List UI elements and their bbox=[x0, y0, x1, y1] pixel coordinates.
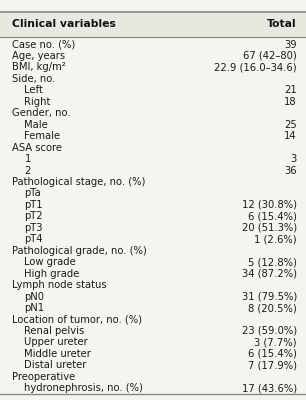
Text: 17 (43.6%): 17 (43.6%) bbox=[242, 383, 297, 393]
Text: 8 (20.5%): 8 (20.5%) bbox=[248, 303, 297, 313]
Text: 1: 1 bbox=[24, 154, 31, 164]
Text: Clinical variables: Clinical variables bbox=[12, 20, 116, 30]
Text: Left: Left bbox=[24, 85, 43, 95]
Text: Pathological stage, no. (%): Pathological stage, no. (%) bbox=[12, 177, 146, 187]
Text: Renal pelvis: Renal pelvis bbox=[24, 326, 85, 336]
Text: 31 (79.5%): 31 (79.5%) bbox=[241, 292, 297, 302]
Text: 22.9 (16.0–34.6): 22.9 (16.0–34.6) bbox=[214, 62, 297, 72]
Text: Preoperative: Preoperative bbox=[12, 372, 76, 382]
Text: Female: Female bbox=[24, 131, 61, 141]
Text: hydronephrosis, no. (%): hydronephrosis, no. (%) bbox=[24, 383, 143, 393]
Text: pT3: pT3 bbox=[24, 223, 43, 233]
Text: Case no. (%): Case no. (%) bbox=[12, 40, 76, 50]
Text: 25: 25 bbox=[284, 120, 297, 130]
Text: ASA score: ASA score bbox=[12, 143, 62, 153]
Text: 21: 21 bbox=[284, 85, 297, 95]
Text: Low grade: Low grade bbox=[24, 257, 76, 267]
Text: 6 (15.4%): 6 (15.4%) bbox=[248, 349, 297, 359]
Text: Distal ureter: Distal ureter bbox=[24, 360, 87, 370]
Text: Upper ureter: Upper ureter bbox=[24, 338, 88, 348]
Text: Lymph node status: Lymph node status bbox=[12, 280, 107, 290]
Text: 7 (17.9%): 7 (17.9%) bbox=[248, 360, 297, 370]
Text: pT1: pT1 bbox=[24, 200, 43, 210]
Text: 23 (59.0%): 23 (59.0%) bbox=[242, 326, 297, 336]
Text: Age, years: Age, years bbox=[12, 51, 65, 61]
Text: 5 (12.8%): 5 (12.8%) bbox=[248, 257, 297, 267]
Text: 67 (42–80): 67 (42–80) bbox=[243, 51, 297, 61]
Text: 20 (51.3%): 20 (51.3%) bbox=[242, 223, 297, 233]
Text: 36: 36 bbox=[284, 166, 297, 176]
Bar bbox=[0, 12, 306, 37]
Text: Middle ureter: Middle ureter bbox=[24, 349, 91, 359]
Text: pT4: pT4 bbox=[24, 234, 43, 244]
Text: Male: Male bbox=[24, 120, 48, 130]
Text: pN0: pN0 bbox=[24, 292, 44, 302]
Text: 14: 14 bbox=[284, 131, 297, 141]
Text: Total: Total bbox=[267, 20, 297, 30]
Text: BMI, kg/m²: BMI, kg/m² bbox=[12, 62, 66, 72]
Text: Pathological grade, no. (%): Pathological grade, no. (%) bbox=[12, 246, 147, 256]
Text: 18: 18 bbox=[284, 97, 297, 107]
Text: 39: 39 bbox=[284, 40, 297, 50]
Text: 2: 2 bbox=[24, 166, 31, 176]
Text: 12 (30.8%): 12 (30.8%) bbox=[242, 200, 297, 210]
Text: Gender, no.: Gender, no. bbox=[12, 108, 71, 118]
Text: 3 (7.7%): 3 (7.7%) bbox=[254, 338, 297, 348]
Text: 1 (2.6%): 1 (2.6%) bbox=[254, 234, 297, 244]
Text: Location of tumor, no. (%): Location of tumor, no. (%) bbox=[12, 314, 142, 324]
Text: 3: 3 bbox=[291, 154, 297, 164]
Text: Side, no.: Side, no. bbox=[12, 74, 56, 84]
Text: pT2: pT2 bbox=[24, 211, 43, 222]
Text: 34 (87.2%): 34 (87.2%) bbox=[242, 269, 297, 279]
Text: Right: Right bbox=[24, 97, 51, 107]
Text: 6 (15.4%): 6 (15.4%) bbox=[248, 211, 297, 222]
Text: pN1: pN1 bbox=[24, 303, 45, 313]
Text: High grade: High grade bbox=[24, 269, 80, 279]
Text: pTa: pTa bbox=[24, 188, 41, 198]
